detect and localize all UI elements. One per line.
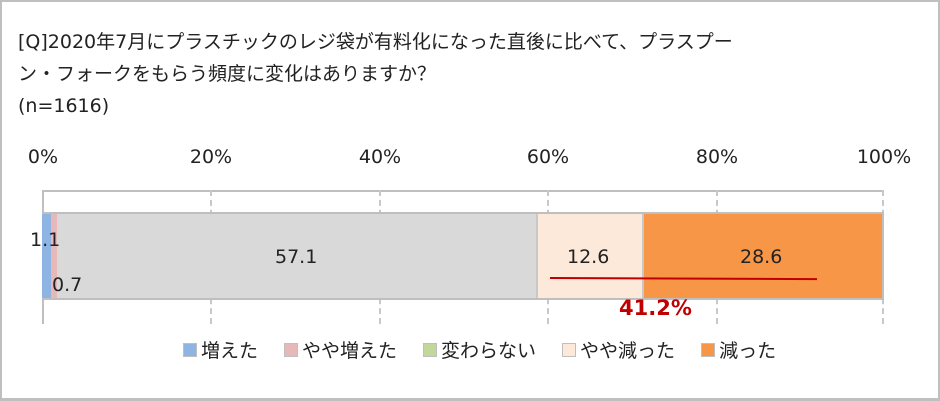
legend-swatch-icon [183,342,197,357]
value-label-increased: 1.1 [30,229,61,251]
x-tick-60: 60% [526,146,570,168]
bar-segment-unchanged [57,214,538,298]
x-tick-100: 100% [856,146,912,168]
bar-segment-slightly-increased [51,214,58,298]
legend-label: やや減った [580,340,676,362]
x-tick-40: 40% [358,146,402,168]
bar-segment-increased [42,214,52,298]
bar-segment-decreased [644,214,884,298]
legend: 増えた やや増えた 変わらない やや減った 減った [183,336,776,363]
chart-title: [Q]2020年7月にプラスチックのレジ袋が有料化になった直後に比べて、プラスプ… [18,26,798,122]
value-label-slightly-decreased: 12.6 [567,246,610,268]
legend-swatch-icon [701,342,716,357]
title-line-2: ン・フォークをもらう頻度に変化はありますか？ [18,63,437,85]
legend-swatch-icon [284,342,299,357]
title-line-1: [Q]2020年7月にプラスチックのレジ袋が有料化になった直後に比べて、プラスプ… [18,31,733,53]
legend-item-unchanged: 変わらない [423,336,536,363]
legend-swatch-icon [423,342,438,357]
plot-area [42,190,884,324]
sample-size: (n=1616) [18,95,110,117]
legend-item-increased: 増えた [183,336,258,363]
legend-label: 変わらない [441,340,537,362]
bar-segment-slightly-decreased [537,214,644,298]
legend-label: やや増えた [302,340,398,362]
legend-label: 増えた [201,340,259,362]
x-tick-0: 0% [27,146,59,168]
legend-item-slightly-decreased: やや減った [562,336,675,363]
decrease-total-annotation: 41.2% [619,296,692,320]
value-label-slightly-increased: 0.7 [52,274,83,296]
x-tick-80: 80% [695,146,739,168]
stacked-bar [42,212,884,300]
x-tick-20: 20% [189,146,233,168]
plot-top-border [42,190,884,192]
legend-item-slightly-increased: やや増えた [284,336,397,363]
legend-swatch-icon [562,342,577,357]
value-label-decreased: 28.6 [740,246,783,268]
legend-item-decreased: 減った [701,336,776,363]
legend-label: 減った [719,340,777,362]
value-label-unchanged: 57.1 [275,246,318,268]
